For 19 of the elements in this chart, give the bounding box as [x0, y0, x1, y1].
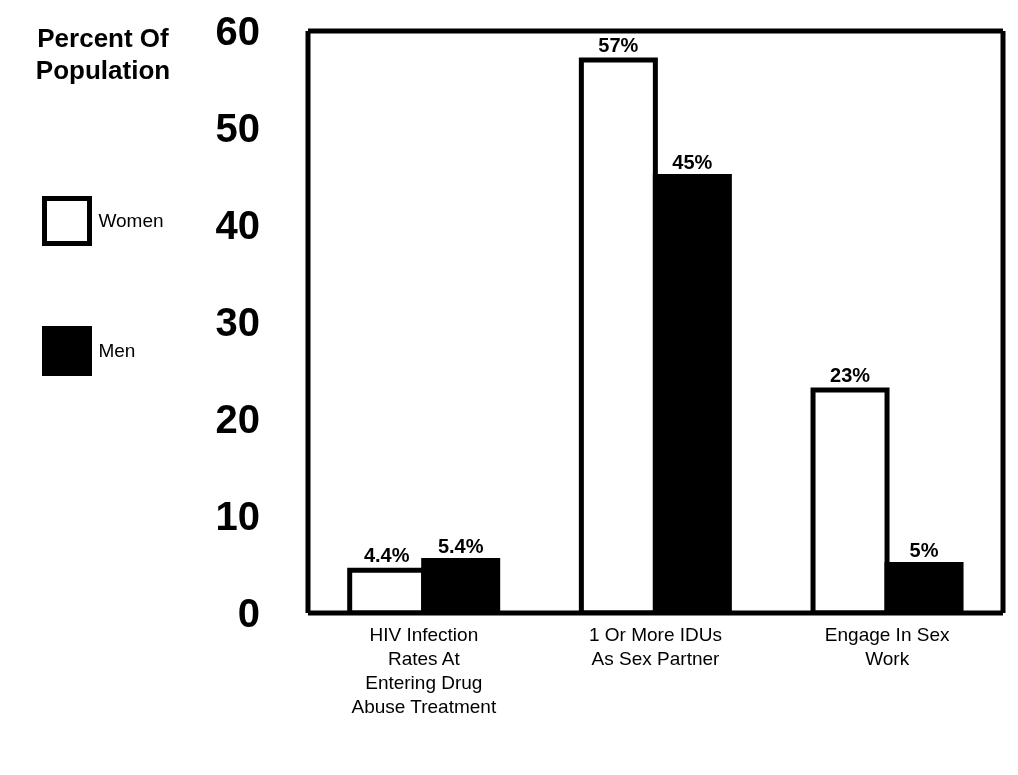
y-tick-label: 50: [215, 106, 260, 151]
legend-label: Women: [98, 210, 164, 232]
data-label: 57%: [598, 34, 639, 57]
x-tick-label: Engage In Sex Work: [824, 624, 950, 669]
legend-label: Men: [98, 340, 136, 362]
x-tick-label: HIV Infection Rates At Entering Drug Abuse Treatment: [351, 624, 497, 717]
y-tick-label: 0: [237, 591, 260, 636]
y-tick-label: 30: [215, 300, 260, 345]
data-label: 45%: [672, 150, 713, 173]
data-label: 5.4%: [437, 534, 484, 557]
data-label: 23%: [830, 363, 871, 386]
y-tick-label: 20: [215, 397, 260, 442]
y-axis-title: Percent Of Population: [34, 22, 172, 86]
y-tick-label: 40: [215, 203, 260, 248]
data-label: 5%: [909, 538, 939, 561]
y-tick-label: 10: [215, 494, 260, 539]
data-label: 4.4%: [363, 544, 410, 567]
y-tick-label: 60: [215, 9, 260, 54]
x-tick-label: 1 Or More IDUs As Sex Partner: [588, 624, 723, 669]
